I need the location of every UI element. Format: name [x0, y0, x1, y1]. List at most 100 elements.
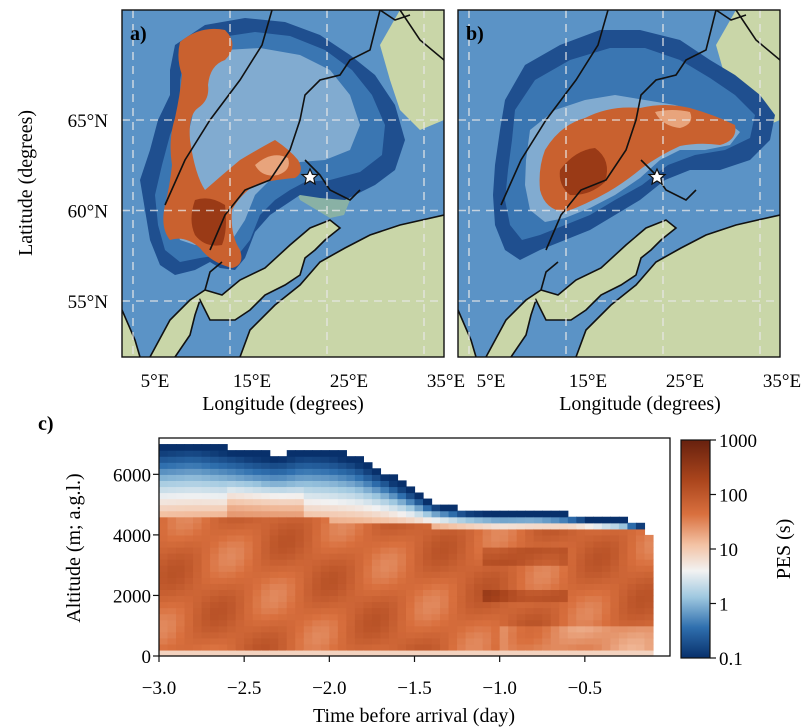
heatmap-cell — [210, 565, 220, 572]
heatmap-cell — [244, 649, 254, 657]
heatmap-cell — [210, 547, 220, 554]
heatmap-cell — [193, 486, 203, 494]
heatmap-cell — [559, 559, 569, 566]
heatmap-cell — [516, 631, 526, 639]
heatmap-cell — [244, 547, 254, 554]
heatmap-cell — [244, 540, 254, 548]
heatmap-cell — [627, 528, 637, 536]
heatmap-cell — [380, 583, 390, 590]
heatmap-cell — [388, 601, 399, 609]
heatmap-cell — [252, 583, 262, 590]
heatmap-cell — [244, 474, 254, 481]
heatmap-cell — [482, 516, 492, 524]
heatmap-cell — [184, 595, 194, 603]
heatmap-cell — [329, 619, 339, 627]
heatmap-cell — [295, 583, 305, 590]
heatmap-cell — [457, 565, 467, 572]
heatmap-cell — [329, 565, 339, 572]
heatmap-cell — [354, 571, 364, 578]
heatmap-cell — [525, 595, 535, 603]
heatmap-cell — [227, 613, 237, 621]
heatmap-cell — [303, 553, 313, 560]
heatmap-cell — [312, 516, 322, 524]
heatmap-cell — [567, 516, 577, 524]
heatmap-cell — [542, 583, 552, 590]
heatmap-cell — [405, 547, 416, 554]
heatmap-cell — [261, 480, 271, 488]
heatmap-cell — [363, 492, 373, 500]
heatmap-cell — [610, 540, 620, 548]
heatmap-cell — [252, 540, 262, 548]
heatmap-cell — [286, 540, 296, 548]
heatmap-cell — [329, 583, 339, 590]
heatmap-cell — [346, 625, 356, 633]
heatmap-cell — [397, 540, 407, 548]
heatmap-cell — [312, 553, 322, 560]
heatmap-cell — [337, 486, 347, 494]
heatmap-cell — [559, 528, 569, 536]
heatmap-cell — [193, 589, 203, 597]
heatmap-cell — [388, 619, 399, 627]
heatmap-cell — [354, 619, 364, 627]
heatmap-cell — [278, 474, 288, 481]
y-tick-label: 2000 — [113, 586, 151, 607]
heatmap-cell — [320, 601, 330, 609]
heatmap-cell — [184, 480, 194, 488]
heatmap-cell — [312, 468, 322, 475]
heatmap-cell — [346, 492, 356, 500]
heatmap-cell — [159, 649, 169, 657]
heatmap-cell — [482, 522, 492, 530]
heatmap-cell — [227, 456, 237, 463]
heatmap-cell — [176, 528, 186, 536]
coastline — [239, 214, 444, 357]
heatmap-cell — [303, 625, 313, 633]
heatmap-cell — [303, 504, 313, 512]
heatmap-cell — [559, 649, 569, 657]
heatmap-cell — [388, 486, 399, 494]
heatmap-cell — [542, 571, 552, 578]
heatmap-cell — [423, 643, 433, 651]
lon-tick-label: 5°E — [141, 371, 170, 392]
heatmap-cell — [167, 595, 177, 603]
heatmap-cell — [550, 613, 560, 621]
heatmap-cell — [159, 474, 169, 481]
heatmap-cell — [576, 637, 586, 645]
heatmap-cell — [346, 547, 356, 554]
heatmap-cell — [201, 456, 211, 463]
heatmap-cell — [627, 631, 637, 639]
heatmap-cell — [584, 522, 594, 530]
heatmap-cell — [482, 547, 492, 554]
heatmap-cell — [482, 565, 492, 572]
heatmap-cell — [431, 559, 441, 566]
heatmap-cell — [371, 480, 382, 488]
heatmap-cell — [627, 534, 637, 542]
heatmap-cell — [440, 528, 450, 536]
heatmap-cell — [167, 516, 177, 524]
heatmap-cell — [193, 601, 203, 609]
heatmap-cell — [261, 643, 271, 651]
heatmap-cell — [303, 613, 313, 621]
heatmap-cell — [525, 631, 535, 639]
heatmap-cell — [167, 643, 177, 651]
heatmap-cell — [159, 450, 169, 457]
heatmap-cell — [320, 504, 330, 512]
heatmap-cell — [193, 565, 203, 572]
heatmap-cell — [559, 601, 569, 609]
heatmap-cell — [329, 486, 339, 494]
heatmap-cell — [312, 589, 322, 597]
heatmap-cell — [286, 456, 296, 463]
heatmap-cell — [320, 571, 330, 578]
heatmap-cell — [465, 643, 475, 651]
heatmap-cell — [261, 528, 271, 536]
heatmap-cell — [252, 474, 262, 481]
heatmap-cell — [593, 607, 603, 615]
heatmap-cell — [159, 528, 169, 536]
heatmap-cell — [295, 510, 305, 518]
heatmap-cell — [210, 607, 220, 615]
heatmap-cell — [252, 649, 262, 657]
heatmap-cell — [193, 619, 203, 627]
map-gridlines — [122, 10, 444, 357]
heatmap-cell — [193, 534, 203, 542]
heatmap-cell — [593, 571, 603, 578]
heatmap-cell — [388, 613, 399, 621]
